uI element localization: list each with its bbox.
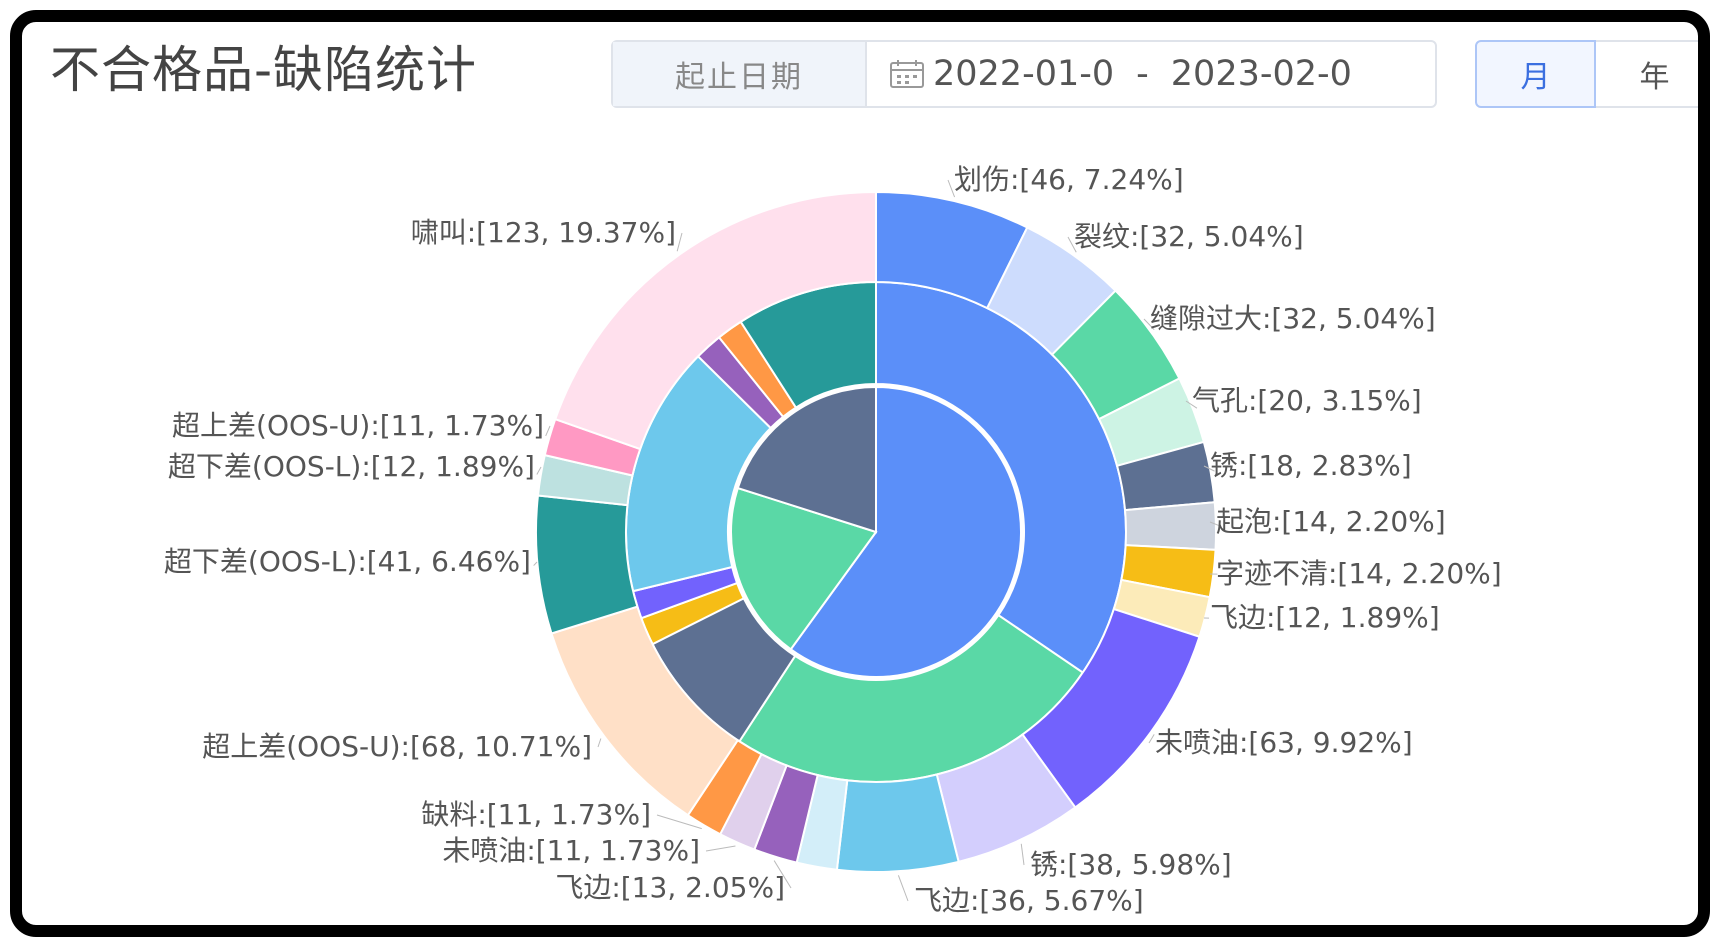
label-line-13: [705, 845, 736, 852]
nested-donut-chart: 划伤:[46, 7.24%] 裂纹:[32, 5.04%] 缝隙过大:[32, 5.…: [164, 163, 1502, 917]
slice-label-17: 超下差(OOS-L):[12, 1.89%]: [168, 450, 535, 483]
date-range-picker[interactable]: 起止日期 2022-01-0 - 2023-02-0: [611, 40, 1437, 108]
chart-frame: 不合格品-缺陷统计 起止日期 2022-01-0 - 2023-02-0 月 年: [10, 10, 1710, 937]
label-line-18: [545, 425, 551, 437]
page-title: 不合格品-缺陷统计: [50, 41, 478, 99]
ring-2-slice-5[interactable]: [1123, 501, 1217, 551]
slice-label-13: 未喷油:[11, 1.73%]: [442, 834, 700, 867]
slice-label-15: 超上差(OOS-U):[68, 10.71%]: [202, 730, 592, 763]
label-line-3: [1185, 400, 1198, 409]
slice-label-6: 字迹不清:[14, 2.20%]: [1216, 557, 1502, 590]
slice-label-2: 缝隙过大:[32, 5.04%]: [1150, 302, 1436, 335]
slice-label-10: 飞边:[36, 5.67%]: [914, 884, 1144, 917]
label-line-8: [1148, 734, 1155, 744]
label-line-5: [1209, 521, 1221, 527]
slice-label-4: 锈:[18, 2.83%]: [1210, 449, 1412, 482]
slice-label-8: 未喷油:[63, 9.92%]: [1155, 726, 1413, 759]
slice-label-7: 飞边:[12, 1.89%]: [1210, 601, 1440, 634]
period-toggle[interactable]: 月 年: [1475, 40, 1698, 108]
date-separator: -: [1136, 54, 1149, 94]
label-line-0: [947, 179, 956, 198]
ring-2-slice-10[interactable]: [835, 773, 960, 873]
slice-label-18: 超上差(OOS-U):[11, 1.73%]: [172, 409, 544, 442]
slice-label-1: 裂纹:[32, 5.04%]: [1074, 220, 1304, 253]
label-line-12: [773, 860, 792, 889]
label-line-9: [1020, 843, 1025, 866]
label-line-19: [676, 232, 683, 252]
calendar-icon: [890, 60, 924, 88]
slice-label-19: 啸叫:[123, 19.37%]: [411, 216, 676, 249]
slice-label-16: 超下差(OOS-L):[41, 6.46%]: [164, 545, 531, 578]
ring-2-slice-19[interactable]: [553, 190, 877, 451]
slice-label-9: 锈:[38, 5.98%]: [1030, 848, 1232, 881]
label-line-16: [533, 561, 538, 566]
slice-label-12: 飞边:[13, 2.05%]: [555, 871, 785, 904]
ring-0-slice-1[interactable]: [730, 486, 878, 651]
label-line-17: [536, 466, 542, 475]
label-line-1: [1067, 236, 1077, 253]
label-line-15: [597, 738, 602, 748]
ring-0-slice-0[interactable]: [789, 385, 1022, 678]
slice-label-3: 气孔:[20, 3.15%]: [1192, 384, 1422, 417]
label-line-10: [897, 875, 909, 902]
ring-0-slice-2[interactable]: [736, 385, 877, 534]
label-line-2: [1143, 318, 1155, 331]
date-range-input[interactable]: 2022-01-0 - 2023-02-0: [867, 42, 1435, 106]
date-end[interactable]: 2023-02-0: [1170, 54, 1352, 94]
date-start[interactable]: 2022-01-0: [933, 54, 1115, 94]
slice-label-14: 缺料:[11, 1.73%]: [421, 798, 651, 831]
period-year-button[interactable]: 年: [1596, 40, 1698, 108]
slice-label-5: 起泡:[14, 2.20%]: [1216, 505, 1446, 538]
slice-label-0: 划伤:[46, 7.24%]: [954, 163, 1184, 196]
period-month-button[interactable]: 月: [1475, 40, 1596, 108]
label-line-4: [1203, 465, 1215, 472]
date-range-label: 起止日期: [613, 42, 867, 106]
label-line-14: [656, 814, 702, 830]
